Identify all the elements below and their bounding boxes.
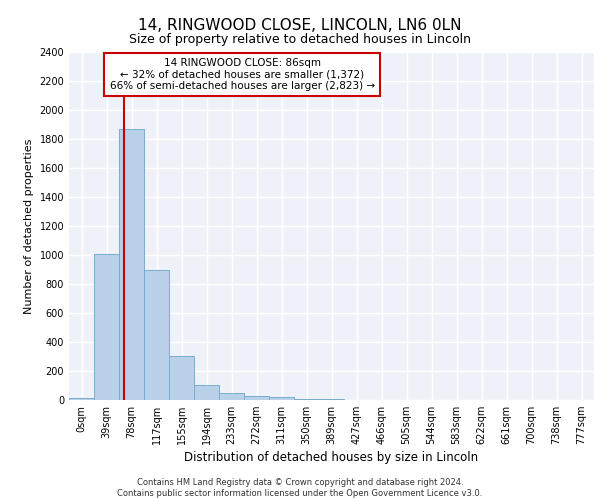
Text: Contains HM Land Registry data © Crown copyright and database right 2024.
Contai: Contains HM Land Registry data © Crown c… <box>118 478 482 498</box>
Bar <box>244 396 269 400</box>
Bar <box>169 356 194 400</box>
Bar <box>69 398 94 400</box>
Text: 14, RINGWOOD CLOSE, LINCOLN, LN6 0LN: 14, RINGWOOD CLOSE, LINCOLN, LN6 0LN <box>138 18 462 32</box>
Bar <box>219 394 244 400</box>
Text: 14 RINGWOOD CLOSE: 86sqm
← 32% of detached houses are smaller (1,372)
66% of sem: 14 RINGWOOD CLOSE: 86sqm ← 32% of detach… <box>110 58 375 91</box>
Bar <box>119 129 144 400</box>
X-axis label: Distribution of detached houses by size in Lincoln: Distribution of detached houses by size … <box>184 452 479 464</box>
Bar <box>94 254 119 400</box>
Bar <box>294 398 319 400</box>
Bar <box>144 270 169 400</box>
Bar <box>269 398 294 400</box>
Y-axis label: Number of detached properties: Number of detached properties <box>24 138 34 314</box>
Text: Size of property relative to detached houses in Lincoln: Size of property relative to detached ho… <box>129 32 471 46</box>
Bar <box>194 385 219 400</box>
